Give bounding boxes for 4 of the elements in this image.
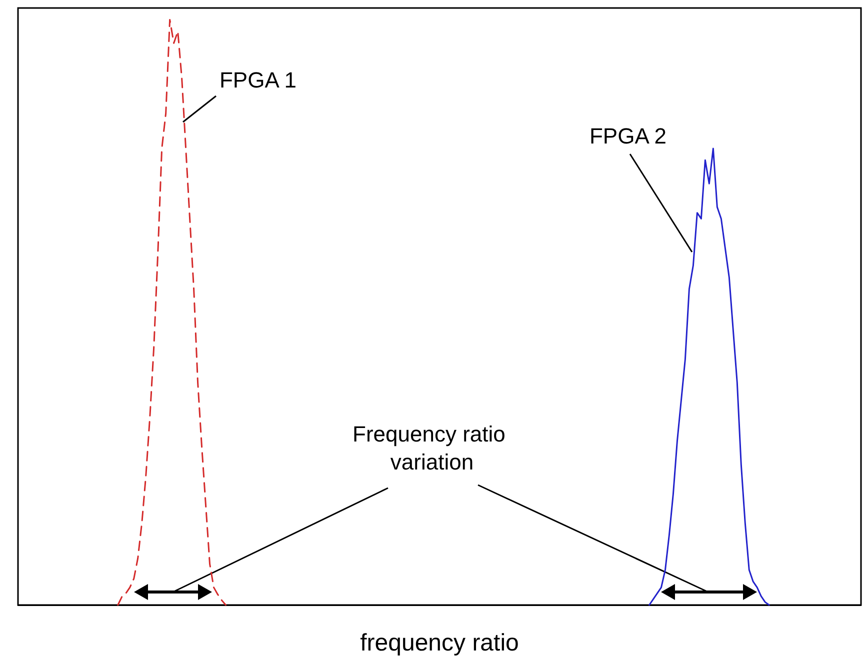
annotation: Frequency ratio variation (352, 422, 512, 474)
x-axis-title: frequency ratio (360, 630, 519, 656)
series-label: FPGA 1 (219, 68, 297, 92)
series-label: FPGA 2 (589, 124, 667, 148)
